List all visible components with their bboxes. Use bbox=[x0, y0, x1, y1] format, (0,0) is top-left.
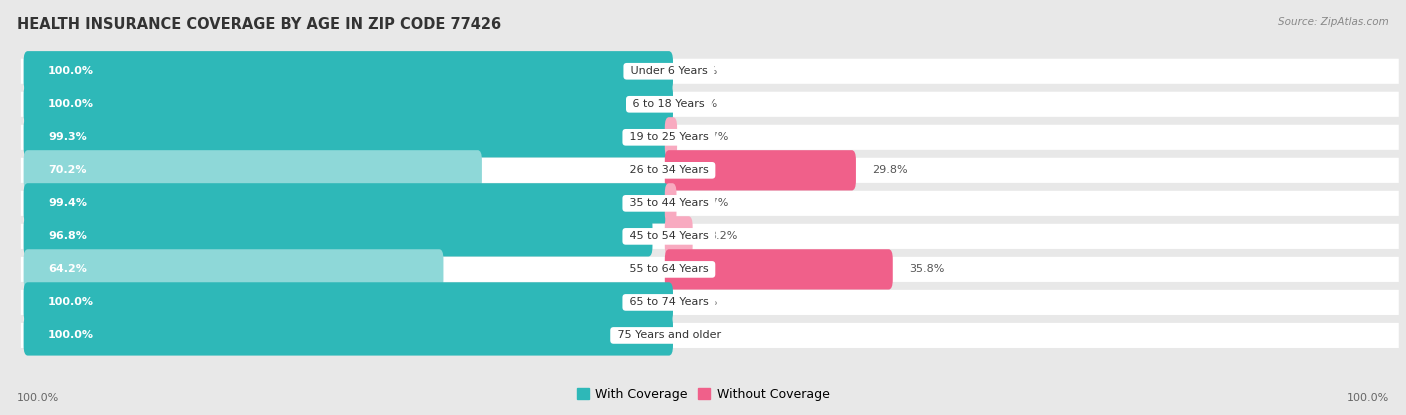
FancyBboxPatch shape bbox=[665, 150, 856, 190]
Text: 29.8%: 29.8% bbox=[872, 165, 908, 175]
FancyBboxPatch shape bbox=[665, 249, 893, 290]
FancyBboxPatch shape bbox=[665, 216, 693, 256]
Text: 0.57%: 0.57% bbox=[693, 198, 728, 208]
Text: Source: ZipAtlas.com: Source: ZipAtlas.com bbox=[1278, 17, 1389, 27]
FancyBboxPatch shape bbox=[24, 216, 652, 256]
Text: 19 to 25 Years: 19 to 25 Years bbox=[626, 132, 711, 142]
FancyBboxPatch shape bbox=[24, 117, 668, 157]
Text: 0.67%: 0.67% bbox=[693, 132, 728, 142]
FancyBboxPatch shape bbox=[665, 183, 676, 224]
FancyBboxPatch shape bbox=[24, 51, 673, 91]
FancyBboxPatch shape bbox=[24, 282, 673, 322]
Text: 70.2%: 70.2% bbox=[48, 165, 87, 175]
FancyBboxPatch shape bbox=[24, 183, 669, 224]
FancyBboxPatch shape bbox=[21, 158, 1399, 183]
FancyBboxPatch shape bbox=[21, 257, 1399, 282]
Text: 100.0%: 100.0% bbox=[48, 99, 94, 109]
Text: 64.2%: 64.2% bbox=[48, 264, 87, 274]
Text: 99.3%: 99.3% bbox=[48, 132, 87, 142]
Text: 45 to 54 Years: 45 to 54 Years bbox=[626, 232, 711, 242]
FancyBboxPatch shape bbox=[24, 249, 443, 290]
Text: 35 to 44 Years: 35 to 44 Years bbox=[626, 198, 711, 208]
Text: 75 Years and older: 75 Years and older bbox=[613, 330, 724, 340]
Text: 100.0%: 100.0% bbox=[1347, 393, 1389, 403]
Text: 100.0%: 100.0% bbox=[48, 298, 94, 308]
FancyBboxPatch shape bbox=[24, 315, 673, 356]
FancyBboxPatch shape bbox=[21, 92, 1399, 117]
FancyBboxPatch shape bbox=[21, 224, 1399, 249]
Text: 3.2%: 3.2% bbox=[709, 232, 737, 242]
Text: 6 to 18 Years: 6 to 18 Years bbox=[630, 99, 709, 109]
Text: 99.4%: 99.4% bbox=[48, 198, 87, 208]
Text: 55 to 64 Years: 55 to 64 Years bbox=[626, 264, 711, 274]
Text: 26 to 34 Years: 26 to 34 Years bbox=[626, 165, 711, 175]
FancyBboxPatch shape bbox=[665, 117, 678, 157]
Text: 65 to 74 Years: 65 to 74 Years bbox=[626, 298, 711, 308]
Text: 100.0%: 100.0% bbox=[17, 393, 59, 403]
Text: Under 6 Years: Under 6 Years bbox=[627, 66, 711, 76]
Text: 0.0%: 0.0% bbox=[689, 66, 717, 76]
FancyBboxPatch shape bbox=[21, 59, 1399, 84]
Text: 0.0%: 0.0% bbox=[689, 330, 717, 340]
Text: 35.8%: 35.8% bbox=[910, 264, 945, 274]
FancyBboxPatch shape bbox=[21, 125, 1399, 150]
Text: 96.8%: 96.8% bbox=[48, 232, 87, 242]
Text: 0.0%: 0.0% bbox=[689, 298, 717, 308]
Legend: With Coverage, Without Coverage: With Coverage, Without Coverage bbox=[572, 383, 834, 406]
Text: 100.0%: 100.0% bbox=[48, 66, 94, 76]
FancyBboxPatch shape bbox=[21, 323, 1399, 348]
FancyBboxPatch shape bbox=[21, 290, 1399, 315]
Text: 100.0%: 100.0% bbox=[48, 330, 94, 340]
Text: 0.0%: 0.0% bbox=[689, 99, 717, 109]
FancyBboxPatch shape bbox=[24, 150, 482, 190]
Text: HEALTH INSURANCE COVERAGE BY AGE IN ZIP CODE 77426: HEALTH INSURANCE COVERAGE BY AGE IN ZIP … bbox=[17, 17, 501, 32]
FancyBboxPatch shape bbox=[21, 191, 1399, 216]
FancyBboxPatch shape bbox=[24, 84, 673, 124]
